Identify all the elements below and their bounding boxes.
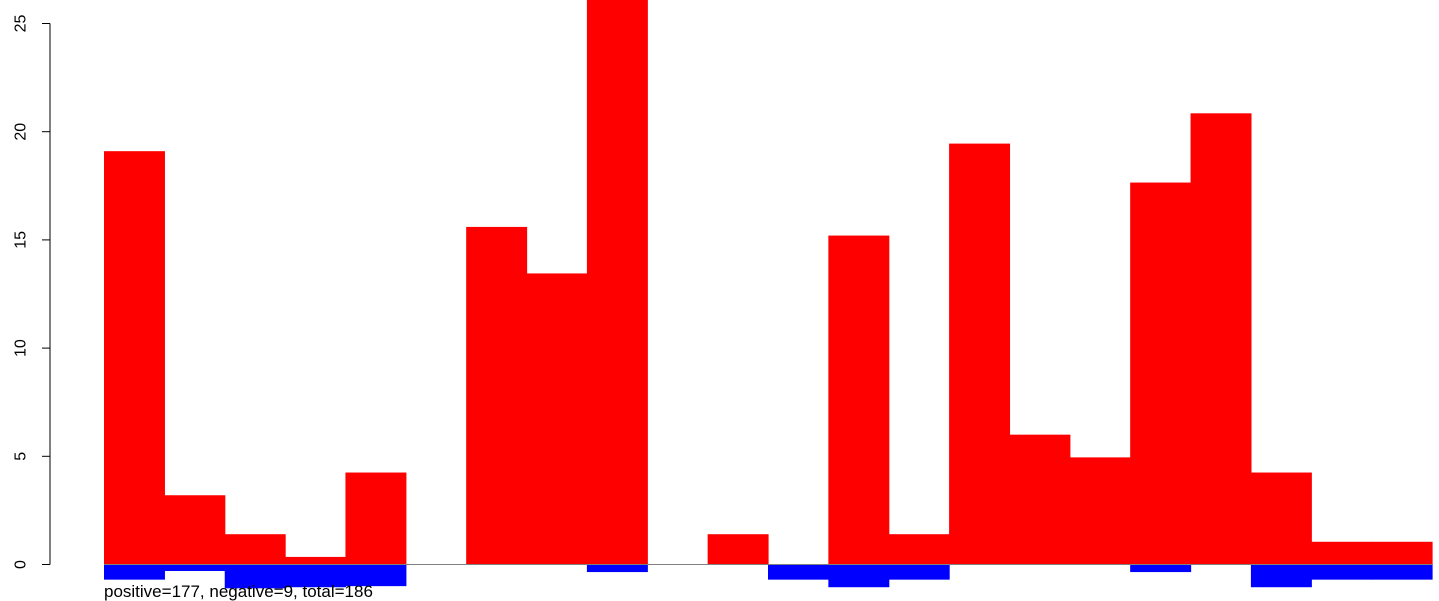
- y-tick-label-25: 25: [13, 15, 30, 33]
- negative-bar-18: [1130, 564, 1192, 573]
- positive-bar-9: [586, 0, 648, 565]
- positive-bar-4: [285, 556, 347, 565]
- negative-bar-3: [224, 564, 286, 589]
- bars-group: [104, 0, 1433, 589]
- positive-bar-1: [104, 151, 165, 565]
- summary-text: positive=177, negative=9, total=186: [104, 582, 373, 601]
- y-tick-label-15: 15: [13, 231, 30, 249]
- y-tick-label-5: 5: [13, 452, 30, 461]
- negative-bar-12: [768, 564, 829, 580]
- positive-bar-14: [888, 534, 950, 565]
- y-tick-label-0: 0: [13, 560, 30, 569]
- negative-bar-21: [1311, 564, 1373, 580]
- negative-bar-9: [586, 564, 648, 573]
- positive-bar-17: [1069, 457, 1131, 565]
- negative-bar-22: [1371, 564, 1433, 580]
- positive-bar-8: [526, 273, 588, 565]
- negative-bar-20: [1250, 564, 1312, 588]
- negative-bar-13: [828, 564, 890, 588]
- negative-bar-2: [164, 564, 226, 571]
- positive-bar-21: [1311, 541, 1373, 565]
- positive-bar-5: [345, 472, 407, 565]
- y-axis: 0 5 10 15 20 25: [13, 15, 51, 569]
- positive-bar-16: [1009, 434, 1071, 565]
- positive-bar-7: [466, 226, 528, 565]
- positive-bar-15: [949, 143, 1011, 565]
- positive-bar-13: [828, 235, 890, 565]
- positive-bar-19: [1190, 113, 1252, 565]
- y-tick-label-10: 10: [13, 339, 30, 357]
- positive-bar-20: [1250, 472, 1312, 565]
- y-tick-label-20: 20: [13, 123, 30, 141]
- positive-bar-22: [1371, 541, 1433, 565]
- negative-bar-1: [104, 564, 165, 580]
- positive-bar-2: [164, 495, 226, 565]
- negative-bar-5: [345, 564, 407, 587]
- y-ticks-group: 0 5 10 15 20 25: [13, 15, 50, 569]
- positive-bar-11: [707, 534, 769, 565]
- positive-bar-3: [224, 534, 286, 565]
- negative-bar-4: [285, 564, 347, 588]
- negative-bar-14: [888, 564, 950, 580]
- positive-bar-18: [1130, 182, 1192, 565]
